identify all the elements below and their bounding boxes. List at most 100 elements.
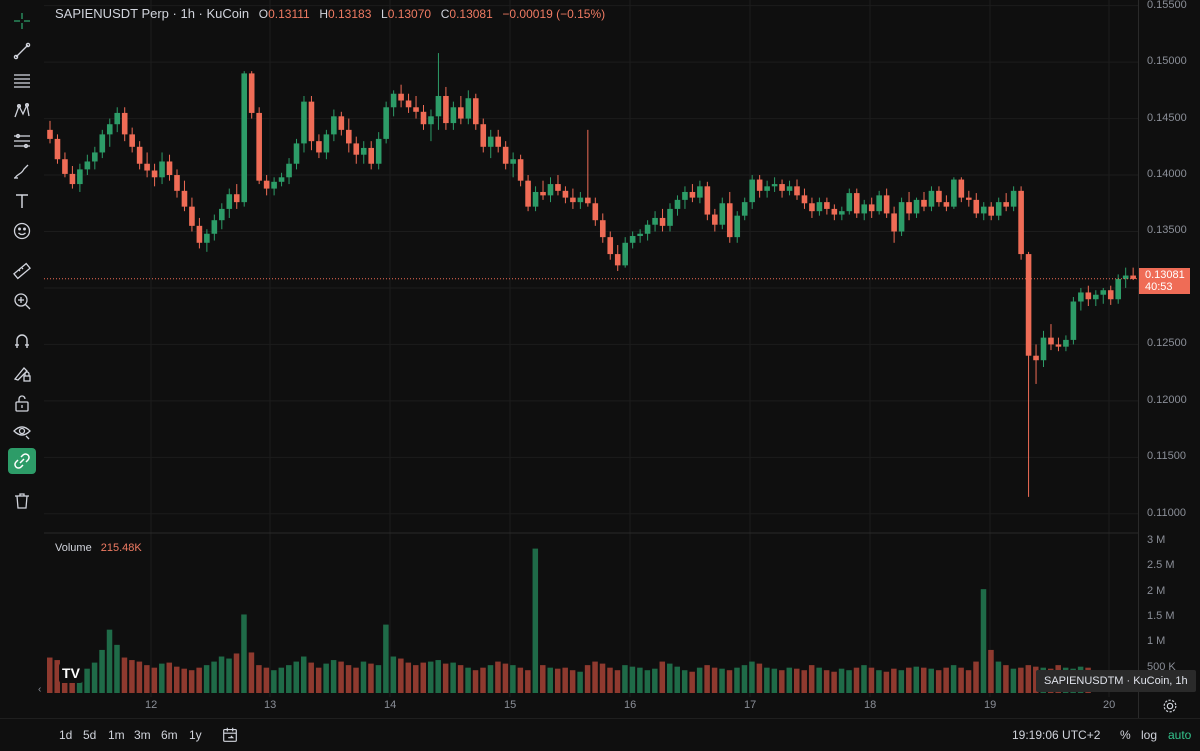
- candle-body: [555, 184, 561, 191]
- volume-bar: [383, 624, 389, 693]
- volume-bar: [891, 668, 897, 693]
- candle-body: [861, 204, 868, 214]
- volume-bar: [920, 667, 927, 693]
- range-1m-button[interactable]: 1m: [108, 728, 125, 742]
- volume-bar: [779, 670, 785, 693]
- volume-bar: [980, 589, 987, 693]
- ruler-icon[interactable]: [8, 258, 36, 284]
- candle-body: [144, 163, 150, 171]
- candle-body: [390, 93, 397, 108]
- candle-body: [458, 107, 464, 119]
- candle-body: [69, 173, 76, 185]
- candle-body: [99, 134, 106, 153]
- candle-body: [577, 197, 584, 203]
- candle-body: [562, 190, 569, 198]
- zoom-in-icon[interactable]: [8, 288, 36, 314]
- candle-body: [756, 179, 763, 191]
- scroll-left-icon[interactable]: ‹: [38, 684, 42, 695]
- fib-icon[interactable]: [8, 68, 36, 94]
- volume-bar: [166, 662, 173, 693]
- pattern-icon[interactable]: [8, 98, 36, 124]
- volume-bar: [502, 663, 509, 693]
- goto-date-icon[interactable]: [221, 726, 239, 744]
- volume-bar: [338, 661, 344, 693]
- volume-bar: [308, 662, 314, 693]
- candle-body: [943, 202, 950, 207]
- volume-bar: [263, 667, 270, 693]
- trash-icon[interactable]: [8, 488, 36, 514]
- candle-body: [936, 190, 942, 203]
- volume-bar: [472, 670, 479, 693]
- volume-bar: [420, 662, 426, 693]
- range-1d-button[interactable]: 1d: [59, 728, 73, 742]
- candle-body: [570, 197, 576, 203]
- candle-body: [966, 197, 972, 200]
- price-tick-label: 0.11000: [1147, 506, 1186, 519]
- time-axis[interactable]: 12 13 14 15 16 17 18 19 20: [44, 697, 1138, 717]
- tradingview-logo[interactable]: TV: [59, 663, 83, 683]
- percent-toggle[interactable]: %: [1120, 728, 1131, 742]
- volume-tick-label: 500 K: [1147, 660, 1176, 673]
- candle-body: [1100, 290, 1107, 295]
- range-6m-button[interactable]: 6m: [161, 728, 178, 742]
- candle-body: [487, 136, 494, 147]
- drawing-toolbar: [0, 0, 44, 720]
- price-axis[interactable]: 0.15500 0.15000 0.14500 0.14000 0.13500 0.130…: [1138, 0, 1200, 718]
- candle-body: [1048, 337, 1054, 345]
- crosshair-icon[interactable]: [8, 8, 36, 34]
- volume-bar: [188, 670, 195, 693]
- auto-toggle[interactable]: auto: [1168, 728, 1192, 742]
- chart-area[interactable]: [44, 0, 1138, 718]
- trend-line-icon[interactable]: [8, 38, 36, 64]
- candle-body: [159, 161, 165, 178]
- volume-tick-label: 1.5 M: [1147, 610, 1175, 622]
- range-3m-button[interactable]: 3m: [134, 728, 151, 742]
- time-tick-label: 12: [145, 699, 158, 711]
- current-price: 0.13081: [1145, 269, 1185, 281]
- volume-tick-label: 1 M: [1147, 635, 1166, 648]
- volume-bar: [345, 665, 352, 693]
- volume-bar: [711, 667, 718, 693]
- candle-body: [1115, 278, 1122, 300]
- low-value: 0.13070: [387, 7, 432, 21]
- volume-bar: [644, 670, 651, 693]
- time-tick-label: 13: [264, 699, 277, 711]
- time-tick-label: 14: [384, 699, 397, 711]
- candles: [47, 53, 1136, 497]
- candle-body: [420, 111, 427, 125]
- brush-icon[interactable]: [8, 158, 36, 184]
- candle-body: [771, 184, 778, 187]
- text-icon[interactable]: [8, 188, 36, 214]
- volume-legend[interactable]: Volume 215.48K: [55, 542, 142, 554]
- link-icon[interactable]: [8, 448, 36, 474]
- volume-bar: [749, 661, 755, 693]
- volume-bar: [943, 667, 949, 693]
- symbol-title[interactable]: SAPIENUSDT Perp · 1h · KuCoin: [55, 6, 250, 21]
- eye-icon[interactable]: [8, 418, 36, 444]
- price-tick-label: 0.13500: [1147, 224, 1187, 237]
- log-toggle[interactable]: log: [1141, 728, 1158, 742]
- candle-body: [585, 197, 591, 204]
- range-5d-button[interactable]: 5d: [83, 728, 97, 742]
- candle-body: [891, 213, 897, 232]
- candle-body: [510, 159, 516, 164]
- clock-timezone[interactable]: 19:19:06 UTC+2: [1012, 728, 1101, 742]
- high-key: H: [319, 7, 328, 21]
- candle-body: [54, 138, 61, 160]
- range-1y-button[interactable]: 1y: [189, 728, 202, 742]
- time-tick-label: 20: [1103, 699, 1116, 711]
- lock-drawing-icon[interactable]: [8, 360, 36, 386]
- volume-bar: [330, 660, 337, 693]
- unlock-icon[interactable]: [8, 390, 36, 416]
- open-value: 0.13111: [268, 7, 310, 21]
- candle-body: [995, 202, 1002, 216]
- settings-gear-icon[interactable]: [1160, 697, 1180, 715]
- candlestick-chart[interactable]: [44, 0, 1138, 718]
- candle-body: [301, 101, 307, 144]
- magnet-icon[interactable]: [8, 328, 36, 354]
- gann-icon[interactable]: [8, 128, 36, 154]
- current-price-tag: 0.13081 40:53: [1139, 268, 1190, 294]
- volume-label: Volume: [55, 542, 92, 554]
- volume-bar: [532, 548, 539, 693]
- emoji-icon[interactable]: [8, 218, 36, 244]
